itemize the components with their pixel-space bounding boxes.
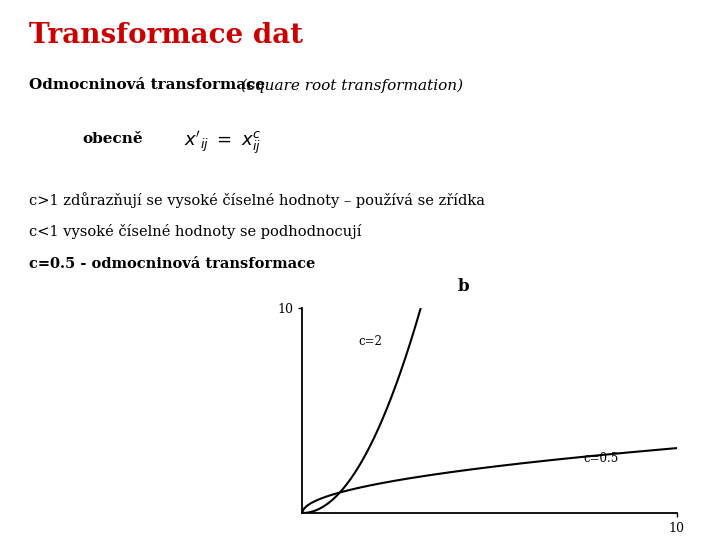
Text: c<1 vysoké číselné hodnoty se podhodnocují: c<1 vysoké číselné hodnoty se podhodnocu… xyxy=(29,224,361,239)
Text: c=2: c=2 xyxy=(359,335,382,348)
Text: Odmocninová transformace: Odmocninová transformace xyxy=(29,78,265,92)
Text: c=0.5 - odmocninová transformace: c=0.5 - odmocninová transformace xyxy=(29,256,315,271)
Text: (square root transformation): (square root transformation) xyxy=(241,78,464,93)
Text: obecně: obecně xyxy=(83,132,143,146)
Text: c=0.5: c=0.5 xyxy=(583,451,618,465)
Text: $\mathit{x'}_{ij}\ =\ \mathit{x}^{\mathit{c}}_{\mathit{ij}}$: $\mathit{x'}_{ij}\ =\ \mathit{x}^{\mathi… xyxy=(184,130,261,157)
Text: c>1 zdůrazňují se vysoké číselné hodnoty – používá se zřídka: c>1 zdůrazňují se vysoké číselné hodnoty… xyxy=(29,192,485,207)
Text: Transformace dat: Transformace dat xyxy=(29,22,303,49)
Text: b: b xyxy=(457,278,469,295)
